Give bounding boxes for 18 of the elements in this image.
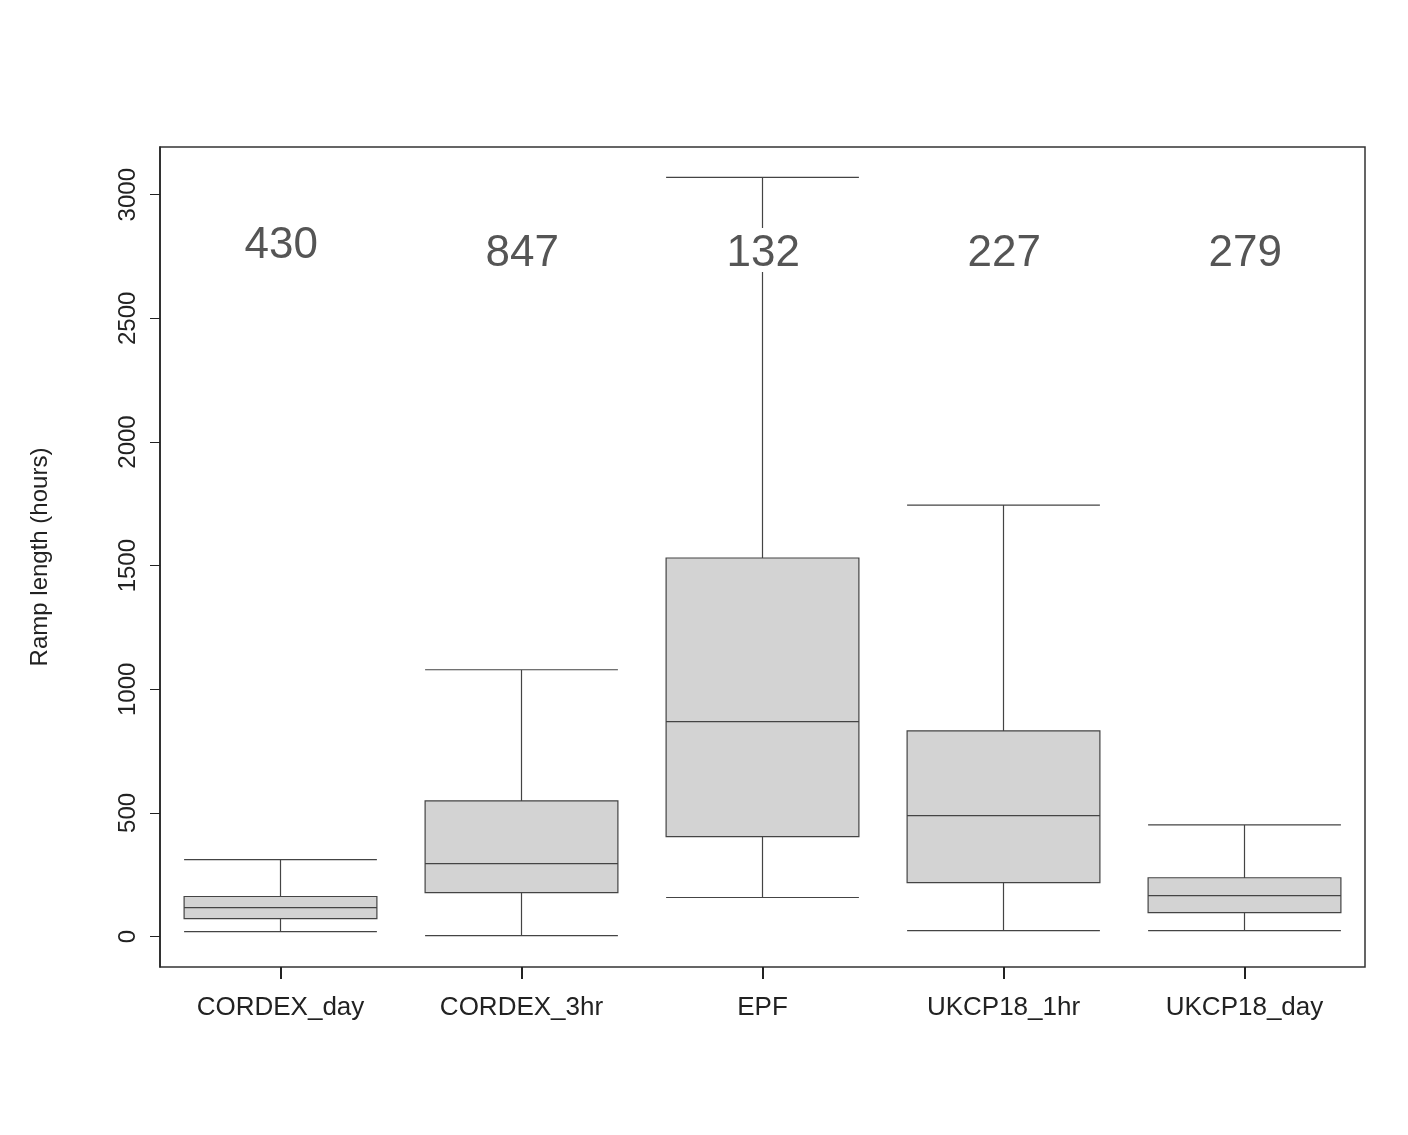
y-axis-title: Ramp length (hours): [24, 447, 52, 667]
x-tick-label: CORDEX_day: [196, 991, 365, 1021]
y-tick-label: 1000: [112, 662, 140, 716]
annotation: 132: [726, 225, 800, 275]
annotation: 430: [244, 217, 318, 267]
y-tick-label: 500: [112, 792, 140, 833]
x-tick-label: EPF: [737, 991, 788, 1021]
y-tick-label: 3000: [112, 168, 140, 222]
y-tick-label: 1500: [112, 538, 140, 593]
x-tick-label: CORDEX_3hr: [439, 991, 604, 1021]
annotation: 227: [967, 225, 1041, 275]
y-tick-label: 0: [112, 929, 140, 944]
annotation: 847: [485, 225, 559, 275]
y-tick-label: 2500: [112, 291, 140, 346]
y-tick-label: 2000: [112, 415, 140, 469]
x-tick-label: UKCP18_1hr: [926, 991, 1081, 1021]
annotation: 279: [1208, 225, 1282, 275]
x-tick-label: UKCP18_day: [1165, 991, 1324, 1021]
